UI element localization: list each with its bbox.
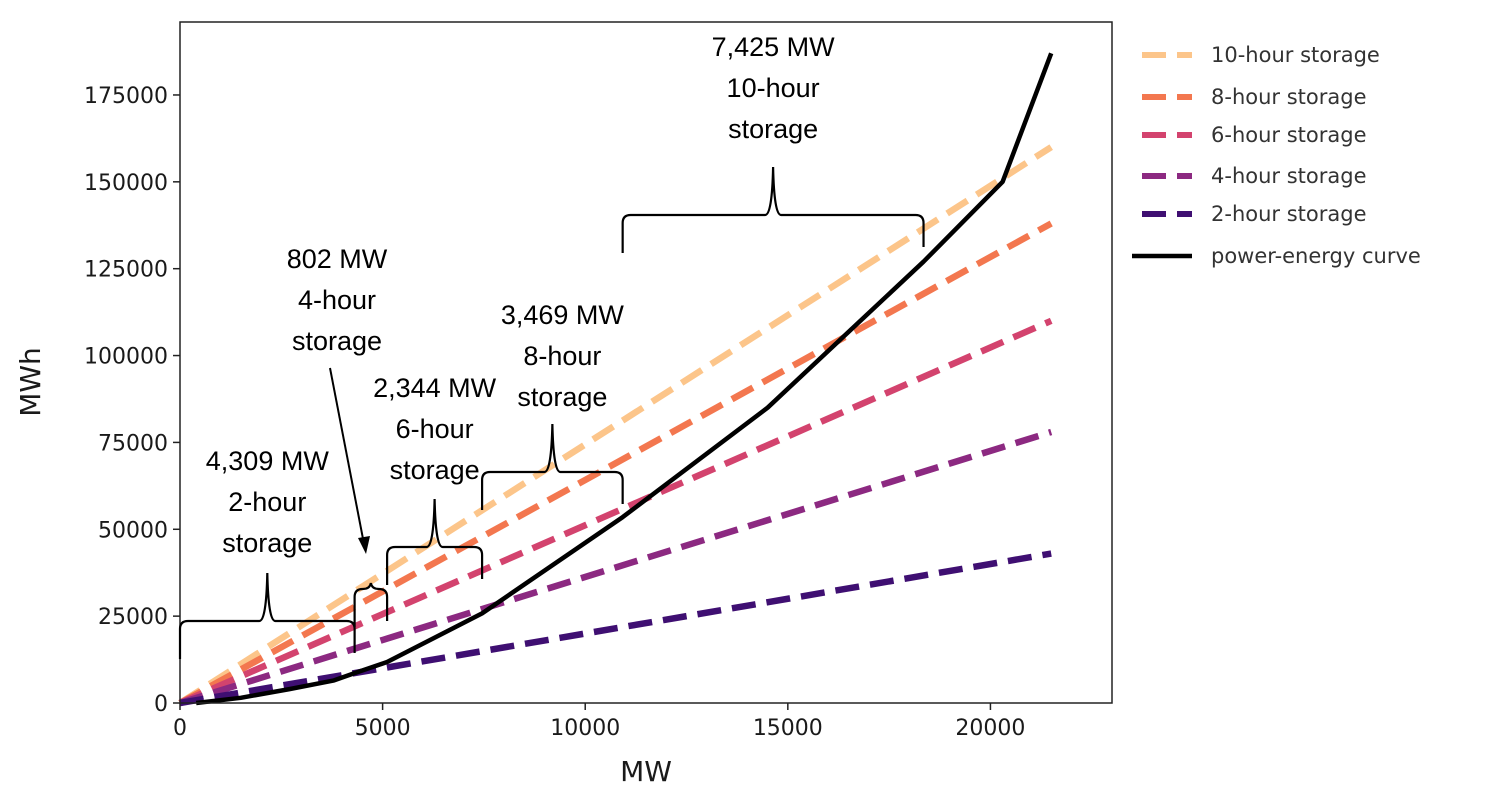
y-tick-label-0: 0 (154, 692, 168, 717)
annotation-1-line-2: 2-hour (228, 487, 306, 517)
brace-1 (178, 572, 356, 659)
legend-label-2-hour-storage: 2-hour storage (1211, 202, 1367, 226)
y-tick-label-75000: 75000 (98, 431, 168, 456)
annotation-2-line-1: 802 MW (287, 244, 388, 274)
legend-label-10-hour-storage: 10-hour storage (1211, 43, 1380, 67)
x-tick-label-20000: 20000 (955, 716, 1025, 741)
series-8-hour-storage (178, 220, 1053, 706)
annotation-5-line-3: storage (728, 114, 818, 144)
annotation-arrow-line (329, 367, 365, 545)
y-tick-label-175000: 175000 (84, 84, 168, 109)
series-10-hour-storage (178, 144, 1053, 706)
y-tick-label-125000: 125000 (84, 258, 168, 283)
annotation-2-line-2: 4-hour (298, 285, 376, 315)
annotation-5-line-2: 10-hour (727, 73, 820, 103)
y-tick-label-50000: 50000 (98, 518, 168, 543)
legend-label-power-energy-curve: power-energy curve (1211, 244, 1421, 268)
brace-2 (353, 582, 389, 627)
legend-label-6-hour-storage: 6-hour storage (1211, 123, 1367, 147)
series-2-hour-storage (179, 550, 1052, 707)
annotation-3-line-2: 6-hour (396, 414, 474, 444)
y-tick-label-150000: 150000 (84, 171, 168, 196)
series-4-hour-storage (179, 428, 1053, 707)
ticks-layer: 0 5000 10000 15000 20000 0 25000 50000 75000 1000… (84, 84, 1025, 741)
annotation-4-line-2: 8-hour (523, 341, 601, 371)
legend-label-4-hour-storage: 4-hour storage (1211, 164, 1367, 188)
annotation-arrow-head (358, 536, 370, 554)
series-6-hour-storage (178, 317, 1053, 706)
y-tick-label-100000: 100000 (84, 345, 168, 370)
annotation-3-line-1: 2,344 MW (373, 373, 497, 403)
x-axis-label: MW (620, 755, 672, 788)
annotation-3-line-3: storage (390, 455, 480, 485)
x-tick-label-15000: 15000 (753, 716, 823, 741)
brace-3 (386, 498, 484, 585)
annotation-5-line-1: 7,425 MW (712, 32, 836, 62)
brace-4 (480, 423, 624, 510)
annotation-4-line-1: 3,469 MW (501, 300, 625, 330)
annotation-1-line-3: storage (222, 528, 312, 558)
annotation-2-line-3: storage (292, 326, 382, 356)
series-power-energy-curve (195, 52, 1054, 706)
series-layer (178, 52, 1054, 707)
annot-layer: 4,309 MW 2-hour storage 802 MW 4-hour storage… (206, 32, 835, 558)
brace-layer (178, 166, 925, 659)
legend-label-8-hour-storage: 8-hour storage (1211, 85, 1367, 109)
x-tick-label-10000: 10000 (550, 716, 620, 741)
annotation-4-line-3: storage (517, 382, 607, 412)
y-tick-label-25000: 25000 (98, 605, 168, 630)
annotation-1-line-1: 4,309 MW (206, 446, 330, 476)
x-tick-label-0: 0 (173, 716, 187, 741)
plot-frame (179, 21, 1113, 704)
x-tick-label-5000: 5000 (355, 716, 411, 741)
legend: 10-hour storage 8-hour storage 6-hour stor… (1132, 43, 1421, 268)
brace-5 (621, 166, 925, 253)
y-axis-label: MWh (14, 347, 47, 417)
